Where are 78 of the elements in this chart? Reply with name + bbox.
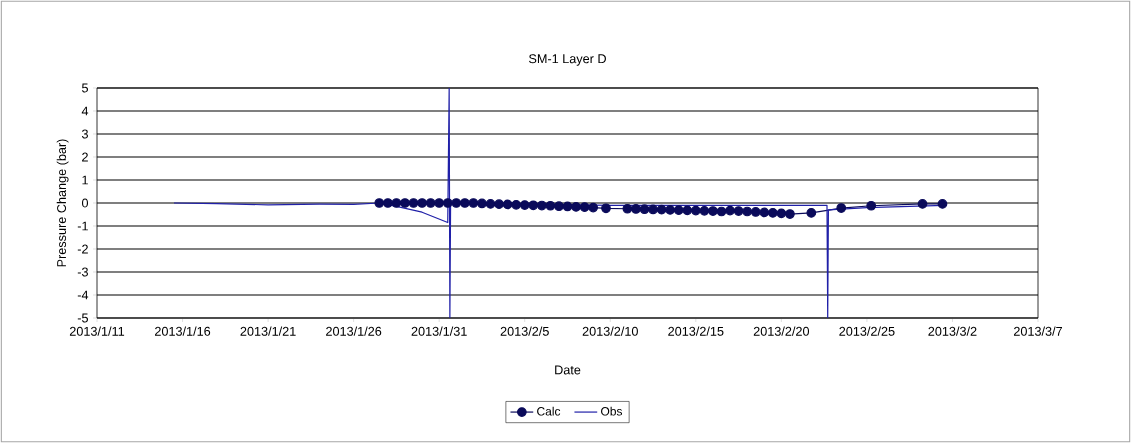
chart-title: SM-1 Layer D [529, 54, 606, 66]
x-tick-label: 2013/2/5 [500, 326, 549, 336]
y-tick-label: -5 [77, 313, 88, 323]
point [648, 204, 658, 215]
point [571, 202, 581, 212]
legend-label: Calc [537, 406, 561, 416]
point [917, 199, 928, 209]
point [528, 200, 539, 211]
point [588, 202, 599, 213]
point [750, 207, 761, 217]
y-tick-label: 1 [82, 175, 88, 185]
point [374, 198, 385, 208]
point [468, 198, 479, 208]
x-tick-label: 2013/1/16 [155, 326, 211, 336]
point [742, 206, 753, 217]
point [776, 208, 787, 219]
y-tick-label: 0 [81, 198, 89, 208]
point [442, 198, 453, 208]
point [511, 199, 522, 210]
point [554, 201, 564, 212]
point [785, 209, 795, 219]
point [759, 207, 770, 218]
y-tick-label: -1 [77, 221, 88, 231]
point [494, 199, 504, 210]
point [579, 202, 590, 212]
legend-label: Obs [601, 406, 623, 416]
point [866, 200, 877, 211]
x-tick-label: 2013/2/15 [668, 326, 724, 336]
y-tick-label: 4 [81, 106, 89, 116]
point [408, 198, 419, 208]
x-tick-label: 2013/2/20 [753, 326, 810, 336]
point [836, 203, 847, 213]
x-tick-label: 2013/2/25 [839, 326, 895, 336]
point [725, 205, 735, 216]
x-tick-label: 2013/1/31 [411, 326, 467, 336]
point [937, 199, 948, 209]
point [601, 203, 611, 214]
point [656, 204, 667, 215]
point [806, 208, 817, 218]
y-tick-label: 3 [81, 129, 88, 139]
point [502, 199, 513, 210]
point [477, 198, 487, 209]
point [665, 205, 676, 215]
x-tick-label: 2013/3/7 [1013, 326, 1063, 336]
point [690, 205, 701, 216]
point [519, 200, 530, 210]
point [451, 198, 462, 208]
y-tick-label: 5 [81, 83, 88, 93]
x-tick-label: 2013/3/2 [928, 326, 977, 336]
point [485, 199, 496, 209]
y-tick-label: 2 [82, 152, 88, 162]
x-tick-label: 2013/1/26 [326, 326, 382, 336]
point [425, 198, 436, 208]
point [631, 204, 641, 214]
point [639, 204, 650, 215]
y-axis-title: Pressure Change (bar) [56, 139, 69, 267]
point [434, 198, 445, 208]
y-tick-label: -3 [77, 267, 88, 277]
point [459, 198, 470, 208]
x-axis-title: Date [555, 365, 581, 375]
point [382, 198, 393, 208]
y-tick-label: -4 [77, 290, 89, 300]
x-tick-label: 2013/1/21 [240, 326, 296, 336]
point [536, 200, 547, 211]
point [417, 198, 427, 208]
point [733, 206, 744, 216]
point [682, 205, 693, 216]
point [622, 203, 633, 214]
point [708, 206, 718, 216]
point [699, 205, 710, 216]
point [673, 205, 684, 215]
point [400, 198, 410, 208]
point [767, 208, 778, 218]
x-tick-label: 2013/1/11 [69, 326, 125, 336]
point [391, 198, 402, 208]
y-tick-label: -2 [77, 244, 88, 254]
x-tick-label: 2013/2/10 [582, 326, 638, 336]
point [545, 200, 556, 211]
